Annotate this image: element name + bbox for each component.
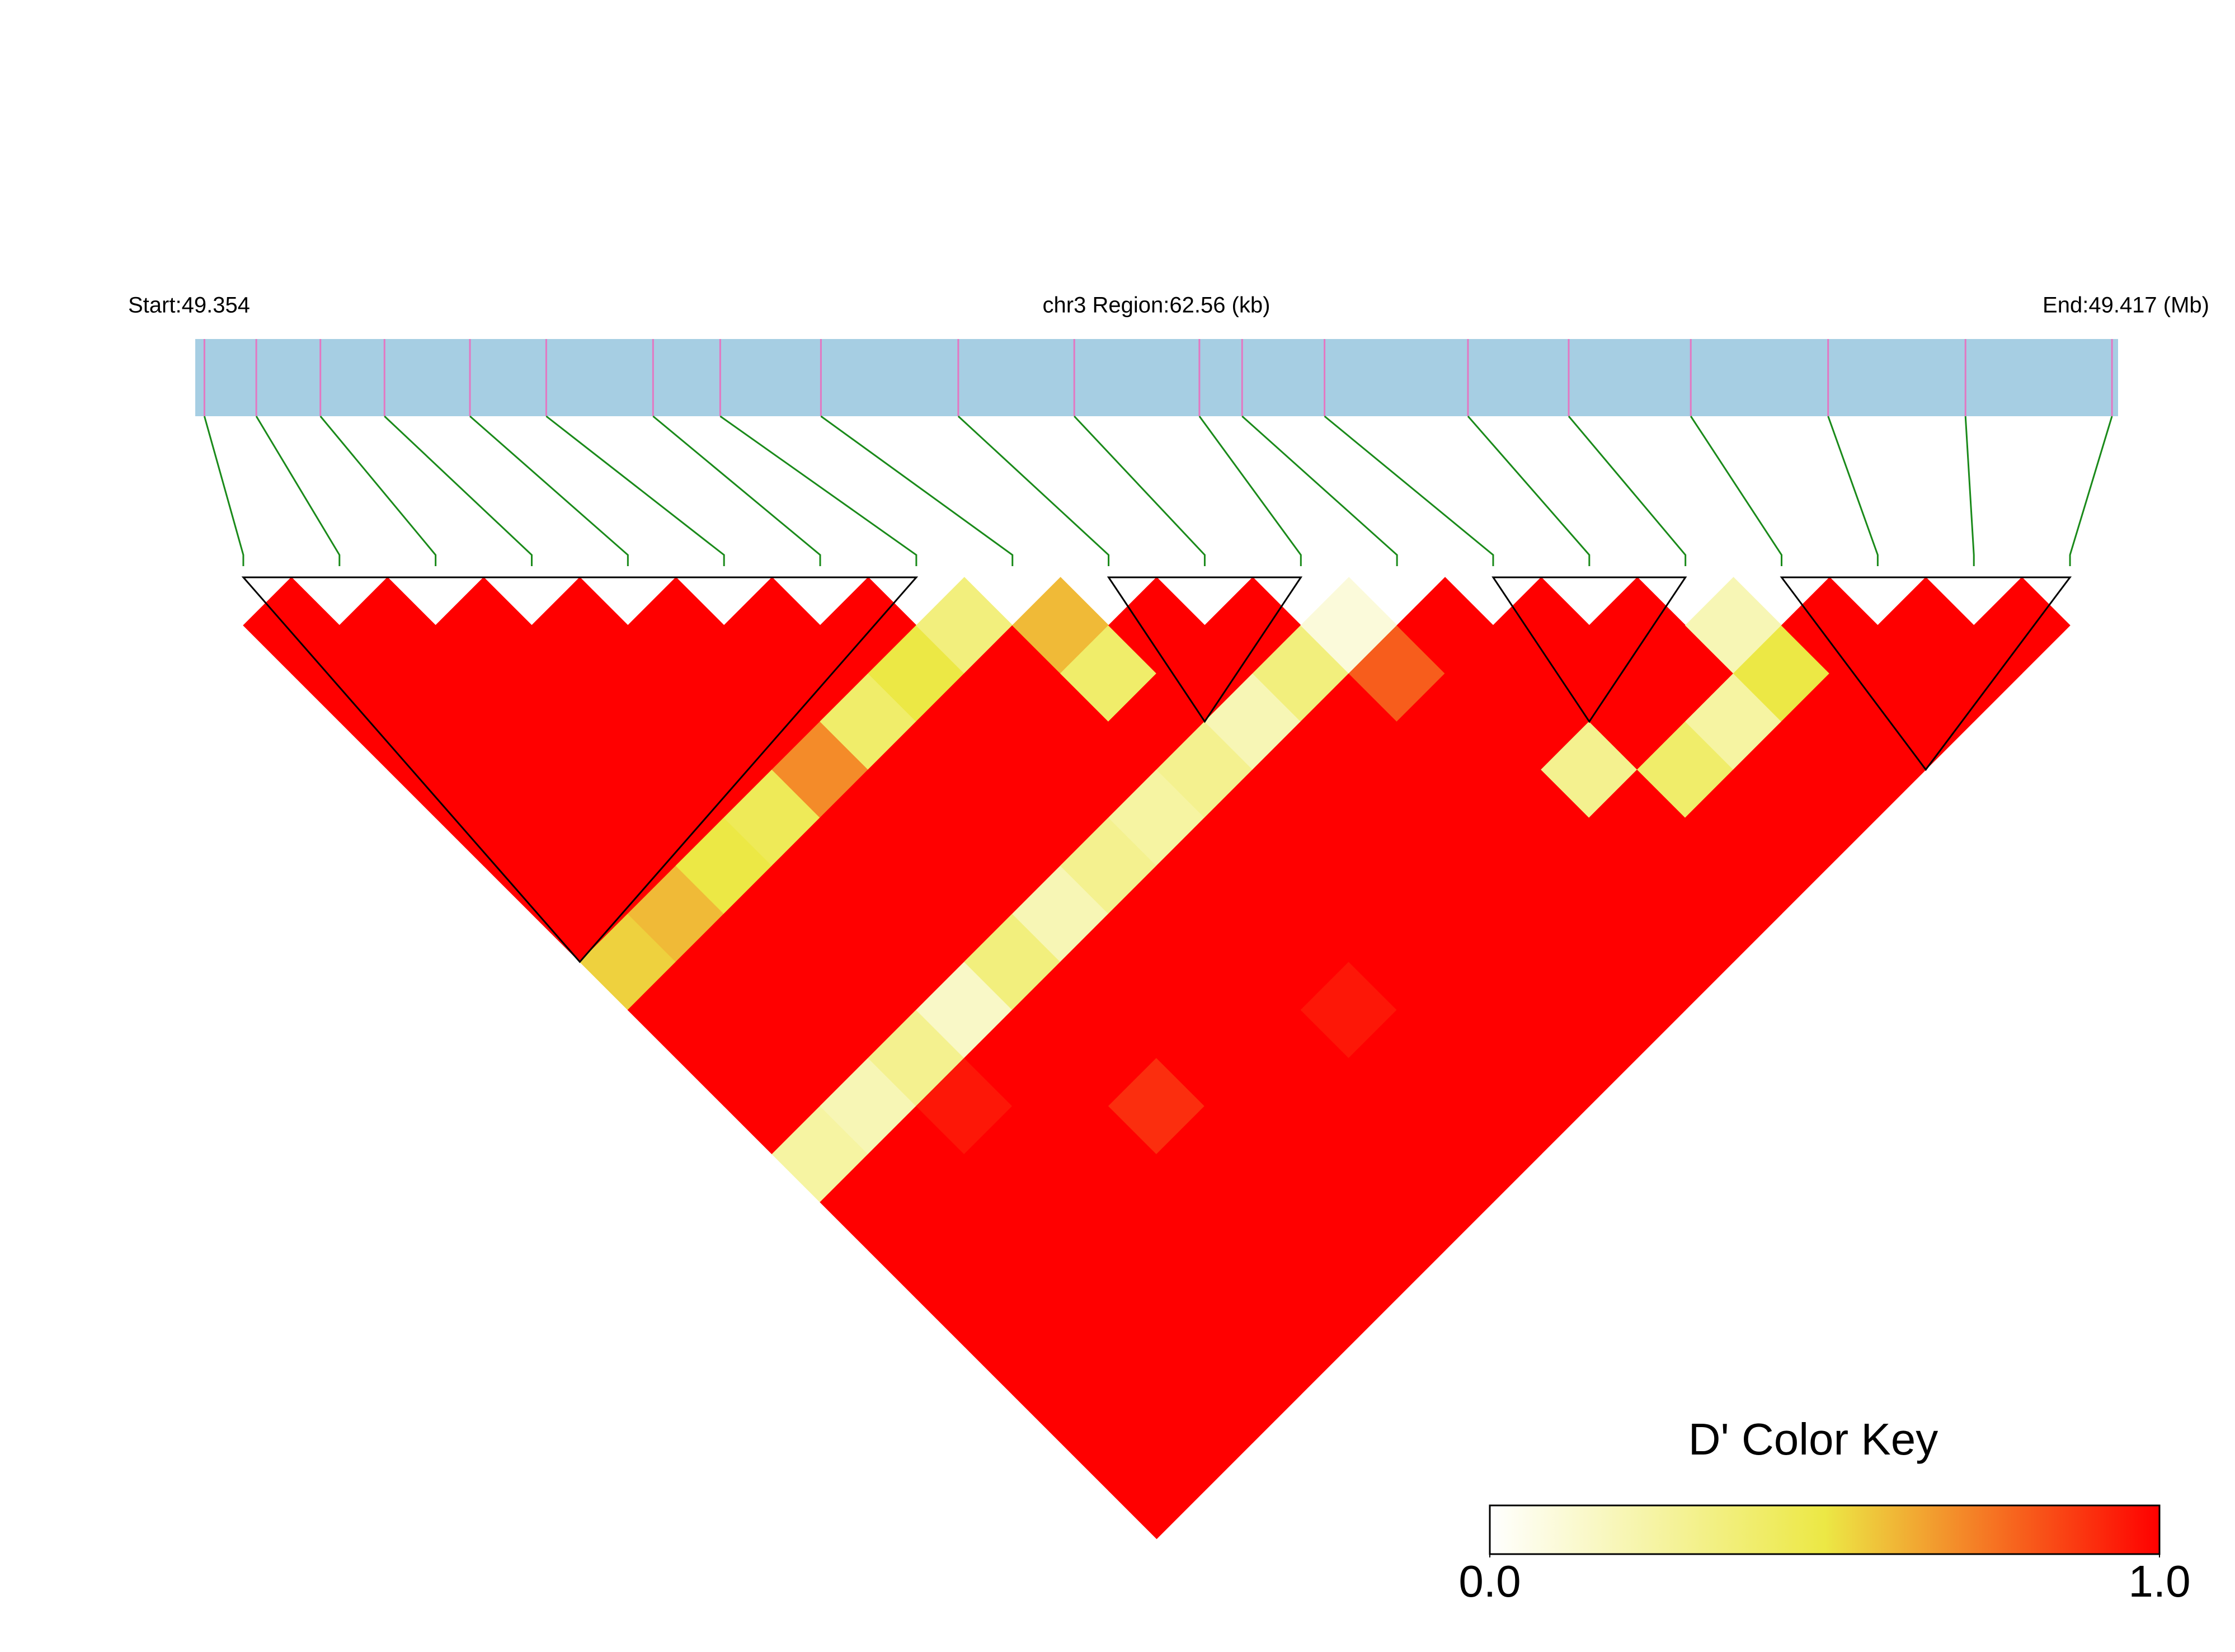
snp-link xyxy=(719,415,917,566)
colorbar-title: D' Color Key xyxy=(1688,1414,1938,1464)
snp-link xyxy=(203,416,244,566)
end-label: End:49.417 (Mb) xyxy=(2043,293,2209,318)
snp-link xyxy=(319,416,437,566)
snp-link xyxy=(1827,416,1879,566)
snp-link xyxy=(384,415,533,566)
snp-link xyxy=(1690,416,1783,566)
snp-link xyxy=(1241,415,1398,566)
snp-link xyxy=(820,415,1014,566)
ld-block xyxy=(1107,576,1303,723)
ld-cell xyxy=(1973,577,2071,674)
colorbar-tick-label: 0.0 xyxy=(1458,1556,1521,1606)
snp-link xyxy=(1467,416,1591,566)
snp-link xyxy=(1074,415,1206,566)
ld-block xyxy=(1491,576,1687,723)
colorbar-tick-label: 1.0 xyxy=(2128,1556,2190,1606)
snp-link xyxy=(652,415,821,566)
region-bar xyxy=(195,339,2118,416)
snp-link xyxy=(2069,416,2113,566)
snp-link xyxy=(255,416,341,566)
snp-link xyxy=(1964,416,1975,566)
snp-link xyxy=(957,415,1110,566)
ld-block xyxy=(1780,576,2072,771)
snp-link xyxy=(1324,415,1494,566)
snp-link xyxy=(545,415,725,566)
snp-link xyxy=(469,415,629,566)
colorbar xyxy=(1489,1504,2161,1555)
snp-link xyxy=(1568,416,1687,566)
chart-title: chr3 Region:62.56 (kb) xyxy=(1043,293,1271,318)
start-label: Start:49.354 xyxy=(128,293,250,318)
snp-link xyxy=(1198,416,1302,566)
ld-block xyxy=(241,576,919,963)
